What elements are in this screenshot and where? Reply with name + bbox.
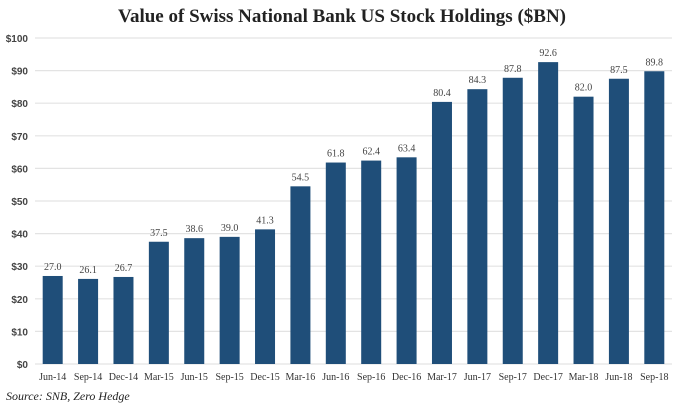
- y-tick-label: $20: [11, 295, 28, 306]
- bar: [361, 160, 382, 364]
- bar: [538, 62, 559, 365]
- x-tick-label: Jun-14: [39, 372, 66, 383]
- data-label: 38.6: [186, 224, 204, 235]
- data-label: 87.8: [504, 64, 522, 75]
- y-tick-label: $40: [11, 230, 28, 241]
- y-tick-label: $30: [11, 262, 28, 273]
- bar: [113, 276, 134, 364]
- source-note: Source: SNB, Zero Hedge: [6, 389, 130, 403]
- data-label: 92.6: [539, 48, 557, 59]
- data-label: 54.5: [292, 172, 310, 183]
- x-tick-label: Dec-15: [250, 372, 279, 383]
- bar: [431, 101, 452, 364]
- bar: [148, 241, 169, 364]
- data-label: 26.7: [115, 263, 133, 274]
- data-label: 61.8: [327, 149, 345, 160]
- bar: [467, 89, 488, 364]
- x-tick-label: Sep-18: [640, 372, 668, 383]
- y-tick-label: $50: [11, 197, 28, 208]
- x-tick-label: Mar-17: [427, 372, 457, 383]
- data-label: 87.5: [610, 65, 628, 76]
- x-tick-label: Dec-16: [392, 372, 421, 383]
- bar: [42, 275, 63, 364]
- x-tick-label: Dec-14: [109, 372, 138, 383]
- bar: [184, 238, 205, 364]
- bar: [608, 78, 629, 364]
- y-tick-label: $80: [11, 99, 28, 110]
- bar: [290, 186, 311, 364]
- bar: [396, 157, 417, 364]
- bar: [573, 96, 594, 365]
- data-label: 82.0: [575, 83, 593, 94]
- y-tick-label: $90: [11, 67, 28, 78]
- x-tick-label: Jun-17: [464, 372, 491, 383]
- bar: [219, 236, 240, 364]
- bar: [644, 71, 665, 364]
- y-tick-label: $70: [11, 132, 28, 143]
- y-tick-label: $10: [11, 327, 28, 338]
- bar: [325, 162, 346, 364]
- y-tick-label: $0: [17, 360, 29, 371]
- y-tick-label: $60: [11, 164, 28, 175]
- bar: [255, 229, 276, 364]
- data-label: 37.5: [150, 228, 168, 239]
- x-tick-label: Mar-16: [286, 372, 316, 383]
- x-tick-label: Sep-15: [215, 372, 243, 383]
- data-label: 89.8: [646, 57, 664, 68]
- x-tick-label: Sep-14: [74, 372, 102, 383]
- data-label: 26.1: [79, 265, 97, 276]
- chart-title: Value of Swiss National Bank US Stock Ho…: [117, 6, 566, 27]
- x-tick-label: Mar-18: [569, 372, 599, 383]
- x-tick-label: Dec-17: [533, 372, 562, 383]
- x-tick-label: Jun-15: [181, 372, 208, 383]
- data-label: 39.0: [221, 223, 239, 234]
- x-tick-label: Sep-17: [499, 372, 527, 383]
- data-label: 27.0: [44, 262, 62, 273]
- x-tick-label: Sep-16: [357, 372, 385, 383]
- data-label: 62.4: [362, 147, 380, 158]
- data-label: 63.4: [398, 143, 416, 154]
- x-tick-label: Jun-16: [322, 372, 349, 383]
- x-tick-label: Mar-15: [144, 372, 174, 383]
- data-label: 80.4: [433, 88, 451, 99]
- y-tick-label: $100: [6, 34, 29, 45]
- data-label: 84.3: [469, 75, 487, 86]
- x-tick-label: Jun-18: [605, 372, 632, 383]
- data-label: 41.3: [256, 215, 274, 226]
- bar: [502, 77, 523, 364]
- bar: [78, 278, 99, 364]
